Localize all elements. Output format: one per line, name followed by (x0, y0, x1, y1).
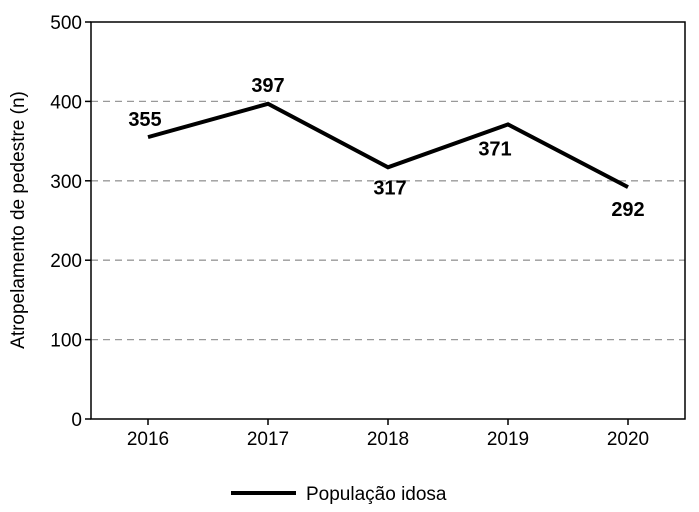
x-tick-label: 2019 (487, 429, 529, 450)
y-tick-label: 400 (50, 92, 82, 113)
data-labels: 355 397 317 371 292 (128, 75, 644, 221)
y-tick-label: 300 (50, 172, 82, 193)
y-tick-label: 100 (50, 331, 82, 352)
y-tick-label: 0 (71, 410, 82, 431)
series-line (147, 101, 629, 189)
x-tick-label: 2018 (367, 429, 409, 450)
data-label: 317 (373, 177, 406, 199)
y-tick-label: 200 (50, 251, 82, 272)
data-label: 292 (611, 199, 644, 221)
x-axis-ticks: 2016 2017 2018 2019 2020 (127, 419, 649, 450)
x-tick-label: 2017 (247, 429, 289, 450)
y-axis-label: Atropelamento de pedestre (n) (8, 91, 29, 349)
data-label: 371 (478, 138, 511, 160)
x-tick-label: 2016 (127, 429, 169, 450)
data-label: 355 (128, 109, 161, 131)
plot-frame (90, 21, 686, 420)
legend: População idosa (231, 484, 447, 505)
data-label: 397 (251, 75, 284, 97)
legend-label: População idosa (306, 484, 447, 505)
x-tick-label: 2020 (607, 429, 649, 450)
y-tick-label: 500 (50, 13, 82, 34)
y-axis-ticks: 0 100 200 300 400 500 (50, 13, 91, 431)
series-group (147, 101, 629, 189)
grid-lines (91, 100, 685, 341)
